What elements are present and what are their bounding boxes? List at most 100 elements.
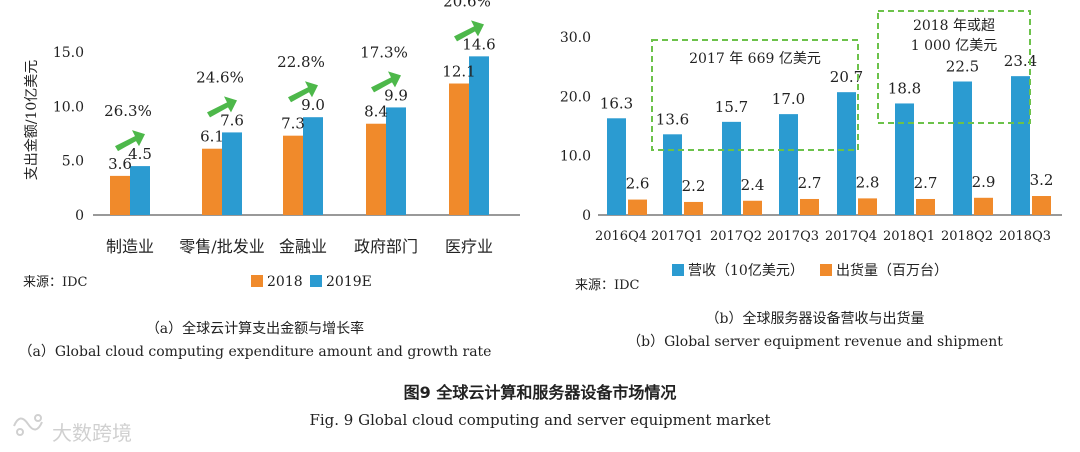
- chart-a-bar-2019e: [222, 132, 242, 215]
- chart-b-bar-revenue: [953, 81, 972, 215]
- chart-a-caption-cn: （a）全球云计算支出金额与增长率: [146, 320, 364, 337]
- chart-b-value-label: 18.8: [888, 79, 921, 97]
- legend-label-revenue: 营收（10亿美元）: [688, 263, 804, 279]
- chart-a-ytick: 5.0: [62, 154, 84, 170]
- chart-a-growth-rate-label: 17.3%: [360, 43, 408, 61]
- chart-b-value-label: 2.4: [741, 176, 765, 194]
- chart-a-value-label: 14.6: [462, 35, 495, 53]
- chart-a-bar-2018: [366, 123, 386, 215]
- chart-b-bar-revenue: [722, 121, 741, 215]
- chart-b-value-label: 2.8: [856, 173, 880, 191]
- chart-a-category-label: 政府部门: [354, 237, 418, 256]
- chart-b-ytick: 10.0: [560, 149, 591, 165]
- chart-a-value-label: 12.1: [442, 63, 475, 81]
- chart-a-bar-2018: [202, 148, 222, 215]
- chart-a-cloud-expenditure: 支出金额/10亿美元 0 5.0 10.0 15.0 3.6 6.1 7.3 8.4 12.1…: [19, 0, 520, 360]
- chart-a-source: 来源：IDC: [23, 275, 88, 290]
- chart-a-y-ticks: 0 5.0 10.0 15.0: [53, 45, 84, 224]
- chart-b-value-label: 22.5: [946, 58, 979, 76]
- chart-a-category-label: 医疗业: [445, 237, 493, 256]
- growth-arrow-icon: [288, 81, 318, 103]
- chart-b-category-label: 2018Q2: [941, 229, 993, 244]
- chart-b-category-label: 2017Q2: [710, 229, 762, 244]
- watermark-text: 大数跨境: [52, 421, 132, 445]
- chart-a-bar-2019e: [303, 117, 323, 215]
- chart-b-value-label: 2.7: [798, 174, 822, 192]
- chart-b-bar-revenue: [607, 118, 626, 215]
- growth-arrow-icon: [115, 130, 145, 152]
- chart-b-bar-shipment: [684, 201, 703, 215]
- annotation-box-2018: [877, 10, 1031, 124]
- chart-a-value-label: 3.6: [108, 155, 132, 173]
- chart-b-value-label: 20.7: [830, 68, 863, 86]
- chart-a-value-label: 6.1: [200, 128, 224, 146]
- chart-b-bar-shipment: [974, 197, 993, 215]
- legend-label-shipment: 出货量（百万台）: [836, 262, 948, 279]
- chart-a-bar-2018: [449, 83, 469, 215]
- chart-b-bar-shipment: [743, 200, 762, 215]
- legend-label-2019e: 2019E: [326, 274, 372, 290]
- chart-a-value-label: 4.5: [128, 145, 152, 163]
- chart-a-ytick: 0: [75, 208, 84, 224]
- chart-b-value-label: 23.4: [1004, 52, 1037, 70]
- chart-b-ytick: 0: [582, 208, 591, 224]
- annotation-2018-line2: 1 000 亿美元: [911, 38, 998, 54]
- chart-a-value-label: 9.0: [301, 96, 325, 114]
- chart-a-value-labels: 3.6 6.1 7.3 8.4 12.1 4.5 7.6 9.0 9.9 14.6: [108, 35, 496, 173]
- chart-b-category-label: 2018Q1: [883, 229, 935, 244]
- watermark-logo-icon: [13, 414, 43, 436]
- chart-a-growth-arrows: 26.3% 24.6% 22.8% 17.3% 20.6%: [104, 0, 491, 152]
- chart-a-caption-en: （a）Global cloud computing expenditure am…: [19, 344, 492, 360]
- chart-b-value-label: 2.9: [972, 173, 996, 191]
- chart-b-category-label: 2017Q3: [767, 229, 819, 244]
- chart-b-category-label: 2018Q3: [999, 229, 1051, 244]
- chart-a-category-label: 金融业: [279, 237, 327, 256]
- chart-b-caption-en: （b）Global server equipment revenue and s…: [627, 334, 1003, 350]
- chart-b-value-label: 2.2: [682, 177, 706, 195]
- chart-a-ytick: 10.0: [53, 99, 84, 115]
- chart-b-bar-shipment: [858, 198, 877, 215]
- chart-b-bar-shipment: [628, 199, 647, 215]
- chart-a-category-labels: 制造业 零售/批发业 金融业 政府部门 医疗业: [106, 237, 493, 256]
- chart-b-bar-revenue: [779, 114, 798, 215]
- chart-b-category-label: 2016Q4: [595, 229, 647, 244]
- chart-b-source: 来源：IDC: [575, 278, 640, 293]
- chart-a-value-label: 9.9: [384, 86, 408, 104]
- legend-swatch-shipment: [820, 264, 832, 276]
- chart-a-growth-rate-label: 26.3%: [104, 102, 152, 120]
- chart-b-bar-revenue: [895, 103, 914, 215]
- figure-title-en: Fig. 9 Global cloud computing and server…: [309, 411, 770, 429]
- chart-a-ytick: 15.0: [53, 45, 84, 61]
- chart-a-category-label: 制造业: [106, 237, 154, 256]
- chart-a-bar-2019e: [386, 107, 406, 215]
- chart-a-growth-rate-label: 20.6%: [443, 0, 491, 10]
- chart-a-bar-2018: [283, 135, 303, 215]
- chart-b-legend: 营收（10亿美元） 出货量（百万台）: [672, 262, 948, 279]
- chart-b-value-labels: 16.3 13.6 15.7 17.0 20.7 18.8 22.5 23.4 2.6 2.2 2.…: [600, 52, 1054, 195]
- annotation-2017-text: 2017 年 669 亿美元: [689, 51, 821, 67]
- chart-b-y-ticks: 0 10.0 20.0 30.0: [560, 30, 591, 224]
- legend-swatch-revenue: [672, 264, 684, 276]
- chart-b-bar-revenue: [663, 134, 682, 215]
- growth-arrow-icon: [371, 71, 401, 93]
- growth-arrow-icon: [207, 96, 237, 118]
- chart-a-bar-2019e: [130, 166, 150, 215]
- chart-b-ytick: 30.0: [560, 30, 591, 46]
- watermark: 大数跨境: [13, 414, 132, 445]
- chart-b-value-label: 2.6: [626, 175, 650, 193]
- figure-title-cn: 图9 全球云计算和服务器设备市场情况: [404, 383, 677, 402]
- chart-b-value-label: 3.2: [1030, 171, 1054, 189]
- chart-a-growth-rate-label: 24.6%: [196, 68, 244, 86]
- chart-b-caption-cn: （b）全球服务器设备营收与出货量: [706, 310, 925, 327]
- chart-b-server-revenue: 0 10.0 20.0 30.0 16.3 13.6 15.7 17.0 20.7 18.8 22…: [560, 10, 1062, 350]
- growth-arrow-icon: [454, 20, 484, 42]
- chart-a-bars: [110, 56, 489, 216]
- chart-a-category-label: 零售/批发业: [179, 237, 264, 256]
- legend-label-2018: 2018: [267, 274, 303, 290]
- chart-a-legend: 2018 2019E: [251, 274, 372, 290]
- chart-b-bar-shipment: [1032, 196, 1051, 215]
- chart-a-bar-2018: [110, 175, 130, 215]
- chart-b-value-label: 2.7: [914, 174, 938, 192]
- chart-a-bar-2019e: [469, 56, 489, 216]
